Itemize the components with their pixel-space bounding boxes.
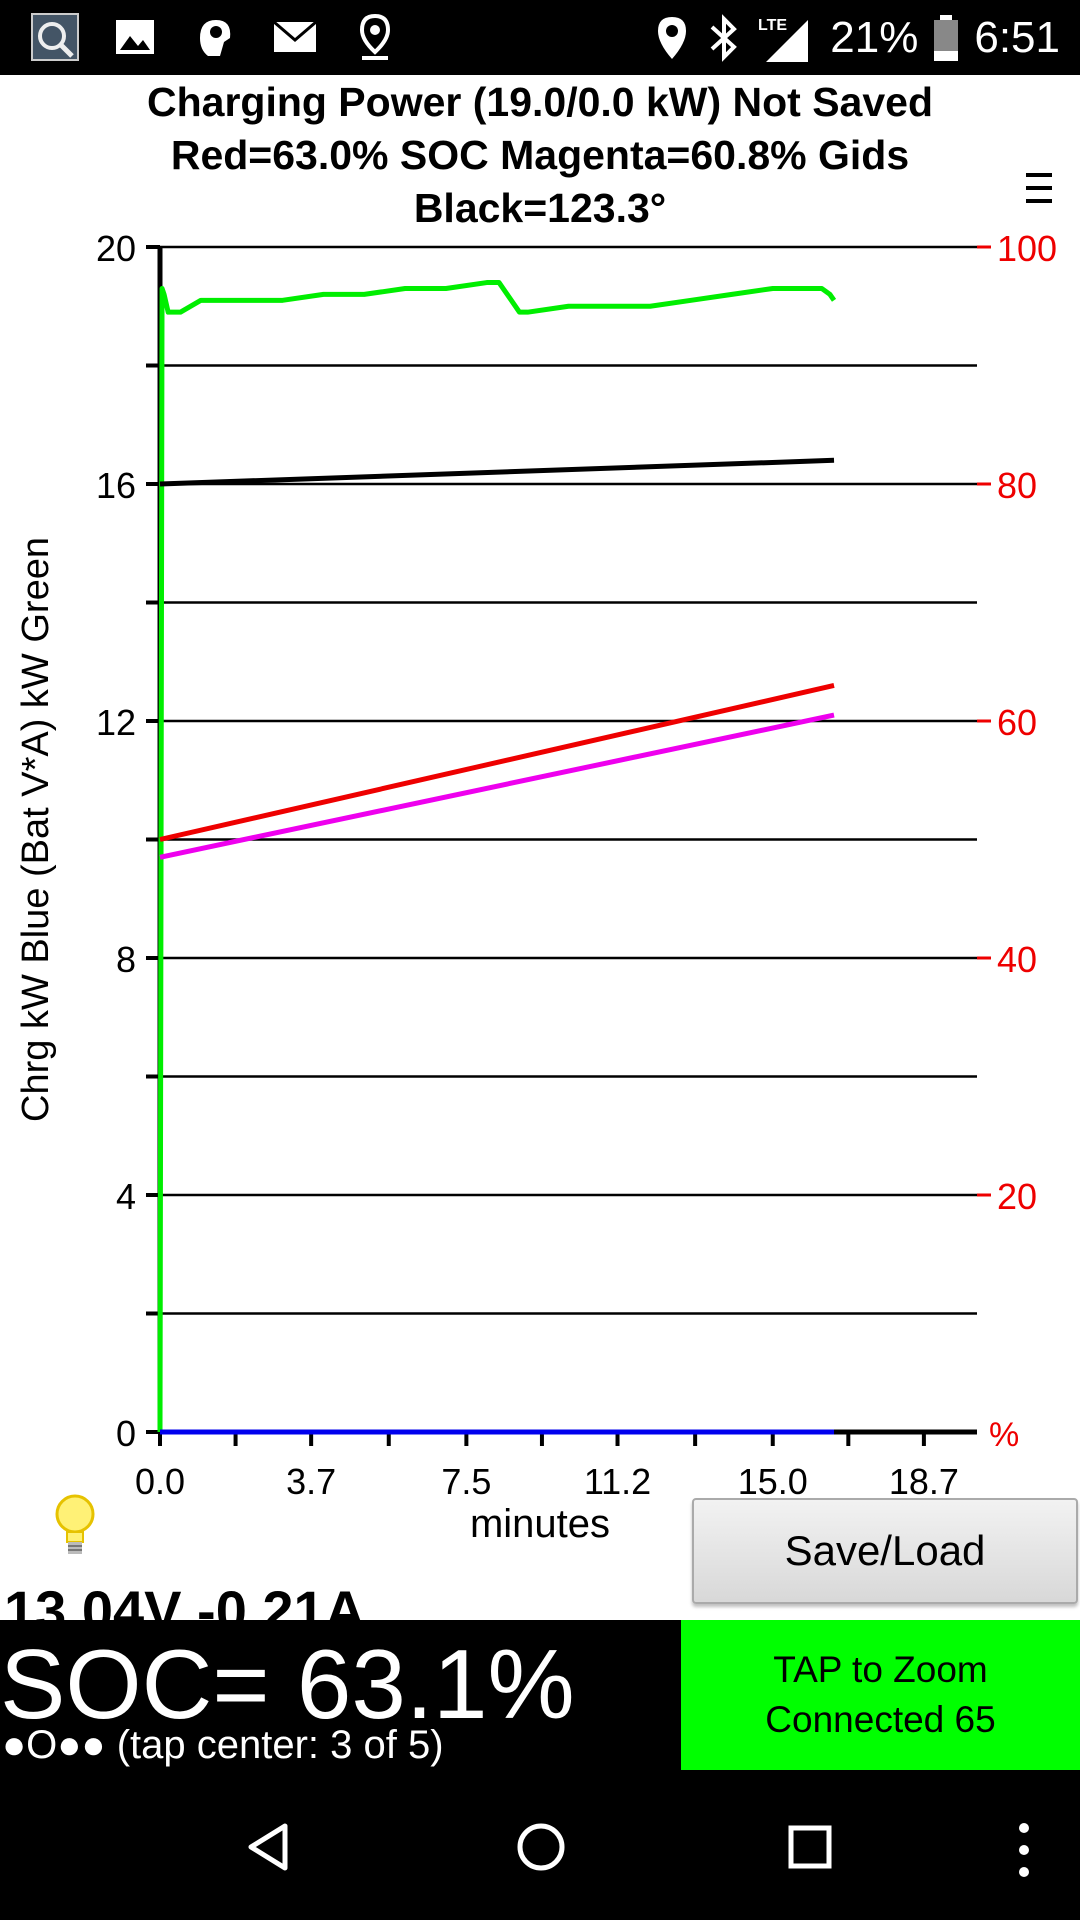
series-lines — [157, 280, 837, 1435]
tap-to-zoom-button[interactable]: TAP to Zoom Connected 65 — [681, 1620, 1080, 1770]
x-axis-label: minutes — [469, 1502, 611, 1546]
status-bar: LTE 21% 6:51 — [0, 0, 1080, 75]
system-icons: LTE 21% 6:51 — [652, 0, 1060, 75]
save-load-button[interactable]: Save/Load — [692, 1498, 1078, 1604]
chart-title: Charging Power (19.0/0.0 kW) Not Saved — [146, 79, 934, 125]
series-line-red — [159, 683, 835, 842]
lte-signal-icon: LTE — [758, 17, 809, 62]
axis-labels: 0 4 8 12 16 20 20 40 60 80 100% 0.0 3.7 7.5 11.2 15.0 18… — [15, 228, 1057, 1502]
menu-icon[interactable] — [1026, 171, 1052, 205]
y-tick-label: 16 — [96, 465, 136, 506]
x-tick-label: 11.2 — [584, 1461, 651, 1502]
x-tick-label: 0.0 — [135, 1461, 185, 1502]
line-chart[interactable]: 0 4 8 12 16 20 20 40 60 80 100% 0.0 3.7 7.5 11.2 15.0 18… — [0, 0, 1080, 1620]
home-icon[interactable] — [516, 1822, 566, 1872]
y-axis-label: Chrg kW Blue (Bat V*A) kW Green — [15, 537, 57, 1122]
bluetooth-icon — [710, 13, 738, 62]
series-line-black — [159, 457, 835, 487]
image-icon — [116, 20, 154, 54]
recents-icon[interactable] — [787, 1824, 833, 1870]
y2-tick-label: 60 — [997, 702, 1037, 743]
clock: 6:51 — [974, 12, 1060, 62]
x-tick-label: 7.5 — [441, 1461, 491, 1502]
y-tick-label: 0 — [116, 1413, 136, 1454]
y-tick-label: 12 — [96, 702, 136, 743]
y2-tick-label: 40 — [997, 939, 1037, 980]
lightbulb-icon[interactable] — [50, 1490, 100, 1560]
axes — [146, 245, 991, 1446]
location-icon — [658, 16, 687, 59]
connection-status: Connected 65 — [765, 1699, 996, 1740]
overflow-menu-icon[interactable] — [1012, 1820, 1036, 1880]
x-tick-label: 3.7 — [286, 1461, 336, 1502]
grid-lines — [160, 245, 977, 1315]
chart-area[interactable]: Charging Power (19.0/0.0 kW) Not Saved R… — [0, 75, 1080, 1620]
chart-subtitle-temp: Black=123.3° — [413, 185, 667, 231]
headset-icon — [200, 20, 231, 56]
mail-icon — [273, 20, 317, 52]
y2-tick-label: 100 — [997, 228, 1057, 269]
x-tick-label: 15.0 — [738, 1461, 808, 1502]
series-line-green — [157, 280, 837, 1433]
page-indicator[interactable]: ●O●● (tap center: 3 of 5) — [2, 1723, 444, 1767]
back-icon[interactable] — [245, 1822, 291, 1872]
x-tick-label: 18.7 — [889, 1461, 959, 1502]
location-pin-icon — [359, 13, 391, 60]
y-tick-label: 4 — [116, 1176, 136, 1217]
navigation-bar — [0, 1780, 1080, 1920]
y-tick-label: 8 — [116, 939, 136, 980]
app-thumbnail-icon — [31, 13, 79, 61]
series-line-magenta — [159, 712, 835, 860]
battery-icon — [934, 14, 959, 61]
svg-text:LTE: LTE — [758, 17, 787, 34]
notification-icons — [30, 12, 400, 62]
soc-readout[interactable]: SOC= 63.1% — [0, 1629, 575, 1739]
chart-subtitle-soc-gids: Red=63.0% SOC Magenta=60.8% Gids — [170, 132, 910, 178]
battery-percent: 21% — [830, 12, 919, 62]
zoom-label: TAP to Zoom — [773, 1649, 988, 1690]
y2-tick-label: 20 — [997, 1176, 1037, 1217]
y2-tick-label: 80 — [997, 465, 1037, 506]
y-tick-label: 20 — [96, 228, 136, 269]
y2-axis-label: % — [989, 1416, 1019, 1454]
